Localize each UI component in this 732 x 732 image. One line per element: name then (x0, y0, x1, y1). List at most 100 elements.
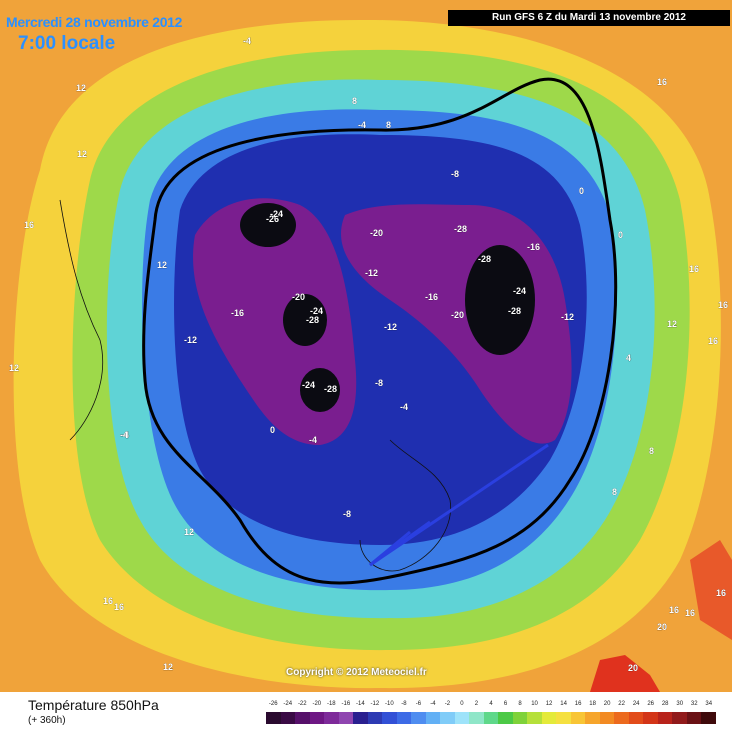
label-12-nw: 12 (76, 83, 86, 93)
legend-tick: 12 (545, 701, 553, 707)
copyright-text: Copyright © 2012 Meteociel.fr (286, 667, 427, 678)
legend-swatch (396, 712, 412, 724)
legend-swatch (483, 712, 499, 724)
label-m28-e3: -28 (508, 306, 521, 316)
legend-tick: 24 (632, 701, 640, 707)
label-12-sw: 12 (184, 527, 194, 537)
legend-tick: 14 (560, 701, 567, 707)
label-16-sw2: 16 (114, 602, 124, 612)
legend-swatch (440, 712, 455, 724)
legend-swatch (686, 712, 702, 724)
legend-tick: 34 (705, 701, 713, 707)
legend-tick: 28 (661, 701, 669, 707)
label-m28-w: -28 (306, 315, 319, 325)
legend-tick: -20 (312, 701, 322, 707)
legend-swatch (498, 712, 513, 724)
label-m4-c2: -4 (309, 435, 317, 445)
legend-swatch (469, 712, 484, 724)
isotherm-zero (142, 77, 618, 585)
label-12-w: 12 (157, 260, 167, 270)
legend-tick: -16 (341, 701, 351, 707)
label-m16-e1: -16 (527, 242, 540, 252)
label-m16-center: -16 (425, 292, 438, 302)
legend-swatch (556, 712, 571, 724)
color-scale-ticks: -26 -24 -22 -20 -18 -16 -14 -12 -10 -8 -6 -4 -2 0 2 4 6 8… (266, 701, 716, 711)
label-m20-e: -20 (451, 310, 464, 320)
legend-tick: -12 (370, 701, 380, 707)
label-0-c: 0 (270, 425, 275, 435)
legend-tick: 8 (518, 701, 522, 707)
legend-tick: 4 (489, 701, 493, 707)
legend-tick: 30 (676, 701, 684, 707)
label-8-n: 8 (352, 96, 357, 106)
legend-swatch (527, 712, 542, 724)
legend-tick: -24 (283, 701, 293, 707)
label-16-sw1: 16 (103, 596, 113, 606)
label-m4-w: -4 (121, 430, 129, 440)
legend-tick: -26 (268, 701, 278, 707)
legend-tick: 10 (531, 701, 538, 707)
extreme-core-2 (283, 294, 327, 346)
label-m4-c: -4 (400, 402, 408, 412)
legend-swatch (599, 712, 615, 724)
legend-swatch (585, 712, 600, 724)
label-0-e: 0 (618, 230, 623, 240)
legend-swatch (701, 712, 716, 724)
label-m4-sw: -4 (120, 430, 128, 440)
label-m24-w: -24 (310, 306, 323, 316)
legend-swatch (338, 712, 354, 724)
forecast-date-title: Mercredi 28 novembre 2012 (6, 14, 183, 30)
label-m8-s: -8 (343, 509, 351, 519)
legend-swatch (628, 712, 644, 724)
label-20-se: 20 (657, 622, 667, 632)
hot-patch-e (690, 540, 732, 640)
label-16-e4: 16 (685, 608, 695, 618)
legend-swatch (643, 712, 658, 724)
legend-swatch (295, 712, 310, 724)
label-m12-w2: -12 (184, 335, 197, 345)
legend-swatch (570, 712, 586, 724)
extreme-core-4 (465, 245, 535, 355)
legend-swatch (353, 712, 368, 724)
label-8-e2: 8 (612, 487, 617, 497)
legend-tick: -6 (415, 701, 422, 707)
label-m28-e2: -28 (478, 254, 491, 264)
label-m24-nw: -24 (270, 209, 283, 219)
extreme-core-1 (240, 203, 296, 247)
legend-swatch (266, 712, 281, 724)
label-m28-sw: -28 (324, 384, 337, 394)
label-12-north: 12 (77, 149, 87, 159)
legend-tick: 6 (503, 701, 508, 707)
legend-tick: 16 (574, 701, 582, 707)
label-20-s: 20 (628, 663, 638, 673)
legend-swatch (309, 712, 325, 724)
label-m24-sw: -24 (302, 380, 315, 390)
legend-tick: 0 (460, 701, 464, 707)
legend-tick: 20 (603, 701, 611, 707)
legend-tick: 2 (474, 701, 479, 707)
label-16-e2: 16 (718, 300, 728, 310)
legend-tick: 26 (647, 701, 655, 707)
coastline-americas (59, 199, 104, 441)
coastline-europe (359, 439, 452, 572)
extreme-core-3 (300, 368, 340, 412)
lead-time-label: (+ 360h) (28, 715, 66, 726)
label-12-s: 12 (163, 662, 173, 672)
label-8-n2: 8 (386, 120, 391, 130)
legend-swatch (454, 712, 470, 724)
label-16-ne: 16 (657, 77, 667, 87)
label-m28-e1: -28 (454, 224, 467, 234)
legend-swatch (425, 712, 441, 724)
legend-tick: 22 (618, 701, 625, 707)
label-m4-top: -4 (243, 36, 251, 46)
label-16-w: 16 (24, 220, 34, 230)
model-run-info: Run GFS 6 Z du Mardi 13 novembre 2012 (448, 10, 730, 26)
legend-swatch (541, 712, 557, 724)
forecast-time-title: 7:00 locale (18, 33, 116, 54)
label-12-w3: 12 (9, 363, 19, 373)
label-m4-n2: -4 (358, 120, 366, 130)
legend-swatch (367, 712, 383, 724)
